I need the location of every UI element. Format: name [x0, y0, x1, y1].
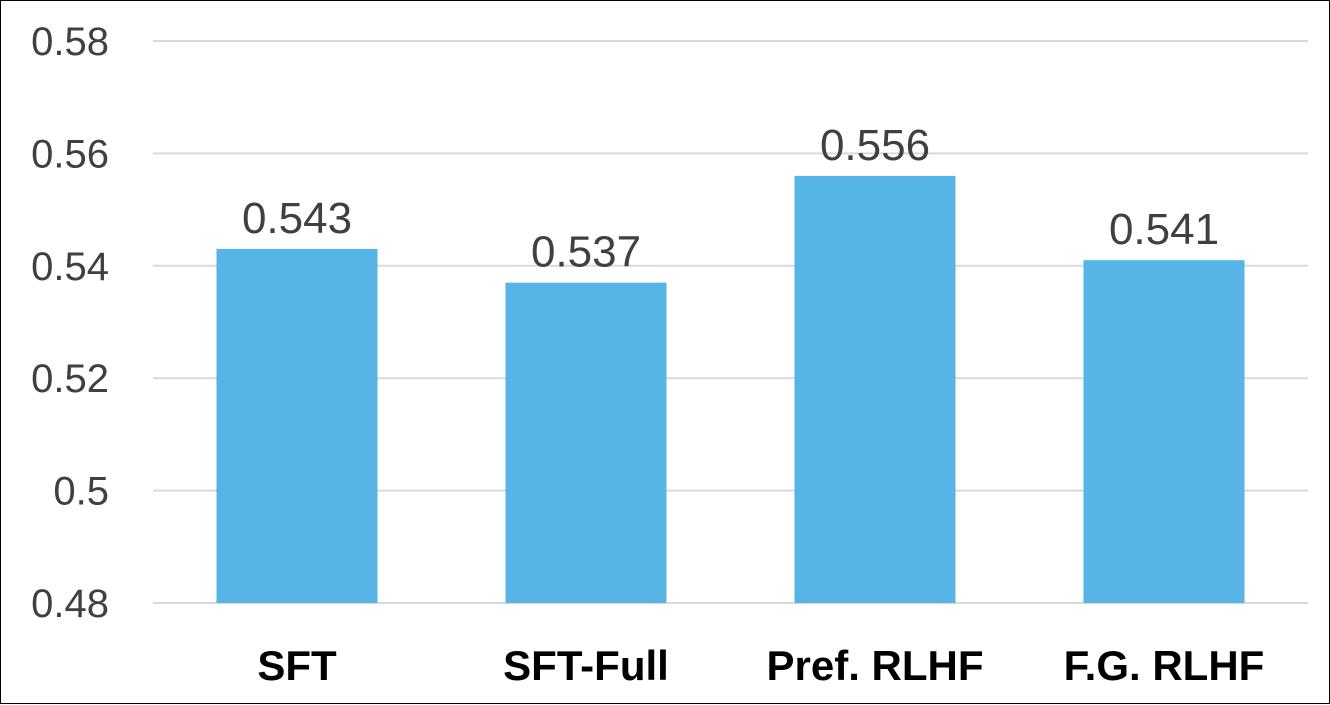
y-tick-label: 0.48 — [31, 582, 109, 626]
x-category-label: SFT — [257, 642, 337, 689]
y-axis-ticks: 0.58 0.56 0.54 0.52 0.5 0.48 — [31, 20, 109, 626]
bar — [1083, 260, 1245, 603]
x-category-label: F.G. RLHF — [1064, 642, 1265, 689]
y-tick-label: 0.56 — [31, 132, 109, 176]
bar — [216, 248, 378, 603]
bar-value-label: 0.541 — [1109, 205, 1219, 254]
x-category-label: SFT-Full — [503, 642, 669, 689]
bar — [794, 175, 956, 603]
bar-value-label: 0.543 — [242, 194, 352, 243]
y-tick-label: 0.54 — [31, 245, 109, 289]
y-tick-label: 0.58 — [31, 20, 109, 64]
bar-value-label: 0.556 — [820, 121, 930, 170]
bar — [505, 282, 667, 603]
y-tick-label: 0.5 — [53, 470, 109, 514]
x-category-label: Pref. RLHF — [766, 642, 983, 689]
data-labels: 0.543 0.537 0.556 0.541 — [242, 121, 1219, 277]
bar-value-label: 0.537 — [531, 228, 641, 277]
bars — [216, 175, 1245, 603]
x-axis-categories: SFT SFT-Full Pref. RLHF F.G. RLHF — [257, 642, 1264, 689]
y-tick-label: 0.52 — [31, 357, 109, 401]
